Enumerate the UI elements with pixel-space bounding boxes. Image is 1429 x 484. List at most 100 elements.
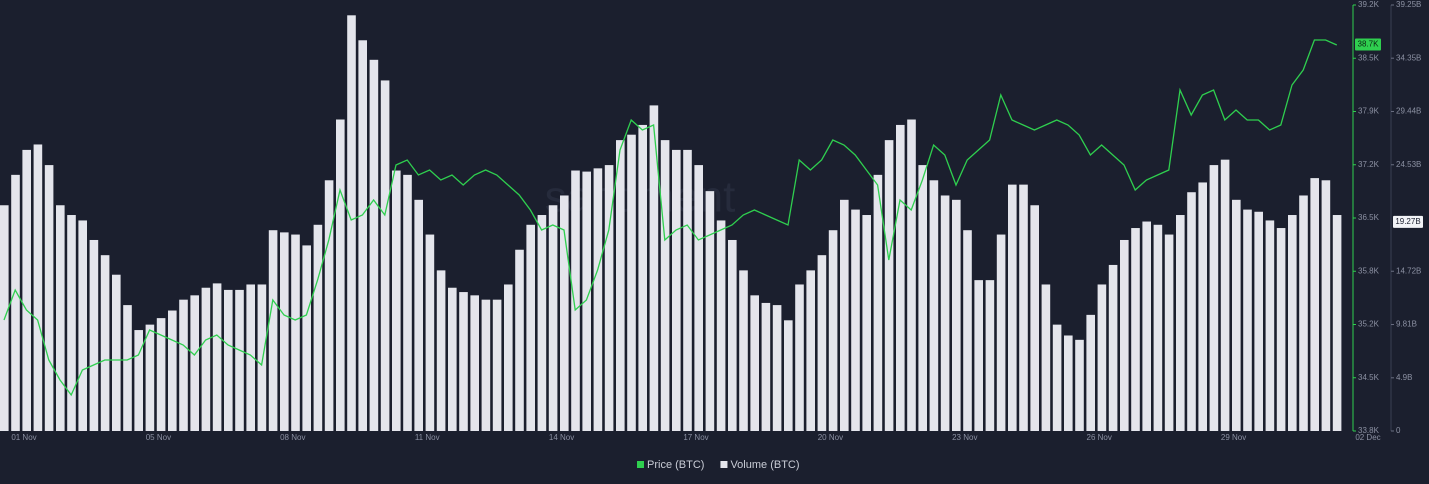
y-tick-label: 35.2K <box>1358 320 1380 329</box>
volume-bar <box>280 232 289 431</box>
volume-bar <box>44 165 54 431</box>
volume-bar <box>1220 159 1230 431</box>
legend-label: Volume (BTC) <box>730 459 799 471</box>
volume-bar <box>660 140 670 432</box>
volume-bar <box>336 119 345 431</box>
y2-tick-label: 39.25B <box>1396 0 1421 9</box>
volume-bar <box>873 174 883 431</box>
volume-bar <box>1131 228 1140 431</box>
volume-bar <box>504 284 513 431</box>
volume-bar <box>929 180 939 431</box>
volume-bar <box>537 215 547 431</box>
volume-bar <box>212 283 222 431</box>
volume-bar <box>201 287 211 431</box>
volume-bar <box>436 270 446 431</box>
y2-tick-label: 9.81B <box>1396 320 1417 329</box>
volume-bar <box>291 234 300 431</box>
volume-bar <box>1030 205 1039 431</box>
volume-bar <box>582 171 591 432</box>
volume-bar <box>604 165 614 431</box>
volume-bar <box>862 215 871 431</box>
volume-bar <box>828 230 838 431</box>
volume-bar <box>145 324 155 431</box>
volume-bar <box>996 234 1006 431</box>
volume-bar <box>78 220 87 431</box>
volume-bar <box>380 80 390 431</box>
volume-bar <box>616 140 625 432</box>
volume-bar <box>369 59 379 432</box>
volume-bar <box>750 295 759 431</box>
volume-bar <box>963 230 972 431</box>
y2-tick-label: 14.72B <box>1396 266 1421 275</box>
volume-bar <box>100 255 110 431</box>
volume-bar <box>795 284 804 431</box>
volume-bar <box>1265 220 1275 431</box>
volume-bar <box>884 140 894 432</box>
volume-bar <box>593 168 603 432</box>
volume-bar <box>1232 199 1241 431</box>
volume-bar <box>403 174 412 431</box>
volume-bar <box>1086 314 1095 431</box>
y-tick-label: 37.9K <box>1358 107 1380 116</box>
volume-bar <box>492 299 502 431</box>
y-tick-label: 37.2K <box>1358 160 1380 169</box>
volume-bar <box>705 191 715 431</box>
volume-badge <box>1393 215 1423 228</box>
volume-bar <box>761 302 771 431</box>
volume-bar <box>1075 339 1084 431</box>
volume-bar <box>22 149 31 431</box>
volume-bar <box>840 199 849 431</box>
volume-bar <box>1310 178 1319 431</box>
volume-bar <box>1097 284 1107 431</box>
volume-bar <box>1187 192 1196 431</box>
volume-bar <box>1254 211 1263 431</box>
volume-bar <box>1153 224 1163 431</box>
volume-bar <box>851 209 860 431</box>
volume-bar <box>1198 182 1207 431</box>
volume-bar <box>179 299 188 431</box>
volume-bar <box>739 270 748 431</box>
legend-swatch <box>637 461 644 468</box>
volume-bar <box>425 234 435 431</box>
x-tick-label: 20 Nov <box>818 433 843 442</box>
volume-bar <box>481 299 491 431</box>
x-tick-label: 02 Dec <box>1355 433 1380 442</box>
price-badge <box>1355 38 1381 51</box>
volume-bar <box>224 289 233 431</box>
y2-tick-label: 34.35B <box>1396 53 1421 62</box>
volume-bar <box>1052 324 1062 431</box>
volume-bar <box>1142 221 1151 431</box>
legend: Price (BTC) Volume (BTC) <box>637 459 800 471</box>
volume-bar <box>974 280 983 431</box>
volume-bar <box>56 205 65 431</box>
volume-bar <box>907 119 916 431</box>
volume-bar <box>190 295 199 431</box>
volume-bar <box>560 195 569 431</box>
volume-bar <box>515 249 524 431</box>
volume-bar <box>716 220 726 431</box>
volume-bar <box>649 105 659 432</box>
x-tick-label: 17 Nov <box>683 433 708 442</box>
volume-bar <box>1332 215 1342 431</box>
volume-bar <box>1041 284 1051 431</box>
volume-bar <box>784 320 793 431</box>
volume-bar <box>526 224 535 431</box>
y2-tick-label: 24.53B <box>1396 160 1421 169</box>
volume-bar <box>1209 165 1219 431</box>
price-line <box>3 39 1338 397</box>
legend-label: Price (BTC) <box>647 459 704 471</box>
volume-bar <box>470 295 479 431</box>
volume-bar <box>571 170 580 431</box>
y-tick-label: 34.5K <box>1358 373 1380 382</box>
volume-bar <box>1176 215 1185 431</box>
volume-bar <box>728 239 737 431</box>
volume-bar <box>1164 234 1174 431</box>
volume-bar <box>392 170 401 431</box>
volume-bar <box>1019 184 1028 431</box>
y-tick-label: 33.8K <box>1358 426 1380 435</box>
volume-bar <box>347 15 356 432</box>
volume-bar <box>772 305 782 431</box>
volume-bar <box>268 230 278 431</box>
volume-bar <box>33 144 43 431</box>
volume-bar <box>67 215 76 431</box>
